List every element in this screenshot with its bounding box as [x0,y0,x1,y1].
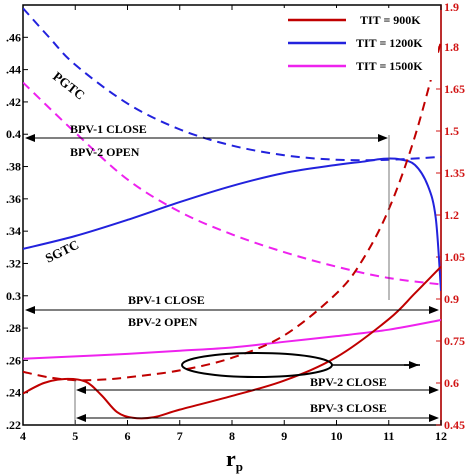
x-axis-label: rp [226,446,243,474]
legend-label-900k: TIT = 900K [360,13,421,27]
series-line-4 [23,265,441,420]
x-tick-label: 8 [229,429,235,443]
annotation-bpv2-open-bottom: BPV-2 OPEN [128,315,198,329]
right-tick-label: 0.75 [444,334,465,348]
right-tick-label: 1.5 [444,124,459,138]
series-line-3 [23,81,441,286]
left-tick-label: .44 [6,63,21,77]
x-tick-label: 9 [281,429,287,443]
right-tick-label: 1.05 [444,250,465,264]
left-tick-label: .36 [6,192,21,206]
x-tick-label: 10 [331,429,343,443]
left-tick-label: .22 [6,418,21,432]
left-tick-label: 0.4 [6,127,21,141]
right-tick-label: 1.2 [444,208,459,222]
series-line-0 [23,157,441,291]
right-tick-label-top: 1.9 [444,0,459,14]
x-tick-label: 12 [435,429,447,443]
x-tick-label: 4 [20,429,26,443]
annotation-bpv2-open-top: BPV-2 OPEN [70,145,140,159]
right-tick-label: 1.35 [444,166,465,180]
x-tick-label: 11 [383,429,394,443]
right-tick-label: 0.45 [444,418,465,432]
legend-label-1500k: TIT = 1500K [356,59,423,73]
left-axis: .22 .24 .26 .28 0.3 .32 .34 .36 .38 0.4 .42 .44 .46 [6,30,28,432]
left-tick-label: .38 [6,160,21,174]
left-tick-label: .26 [6,353,21,367]
x-tick-label: 5 [72,429,78,443]
left-tick-label: .46 [6,30,21,44]
right-tick-label: 0.9 [444,292,459,306]
left-tick-label: 0.3 [6,289,21,303]
curve-label-sgtc: SGTC [43,237,81,266]
right-tick-label: 1.8 [444,40,459,54]
annotation-bpv3-close: BPV-3 CLOSE [310,401,387,415]
x-tick-label: 7 [177,429,183,443]
annotation-lines [25,134,439,425]
right-tick-label: 0.6 [444,376,459,390]
left-tick-label: .32 [6,256,21,270]
left-tick-label: .42 [6,95,21,109]
x-axis-label-subscript: p [236,459,243,474]
annotation-bpv1-close-bottom: BPV-1 CLOSE [128,293,205,307]
x-axis: 4 5 6 7 8 9 10 11 12 [20,5,447,443]
legend-label-1200k: TIT = 1200K [356,36,423,50]
left-tick-label: .28 [6,321,21,335]
x-axis-label-main: r [226,446,236,471]
right-tick-label: 1.65 [444,82,465,96]
left-tick-label: .34 [6,224,21,238]
legend: TIT = 900K TIT = 1200K TIT = 1500K [283,8,438,80]
left-tick-label: .24 [6,386,21,400]
curve-label-pgtc: PGTC [50,69,88,103]
right-axis: 0.45 0.6 0.75 0.9 1.05 1.2 1.35 1.5 1.65 1.8 1.9 [436,0,465,432]
annotation-bpv1-close-top: BPV-1 CLOSE [70,122,147,136]
annotation-bpv2-close: BPV-2 CLOSE [310,375,387,389]
x-tick-label: 6 [125,429,131,443]
